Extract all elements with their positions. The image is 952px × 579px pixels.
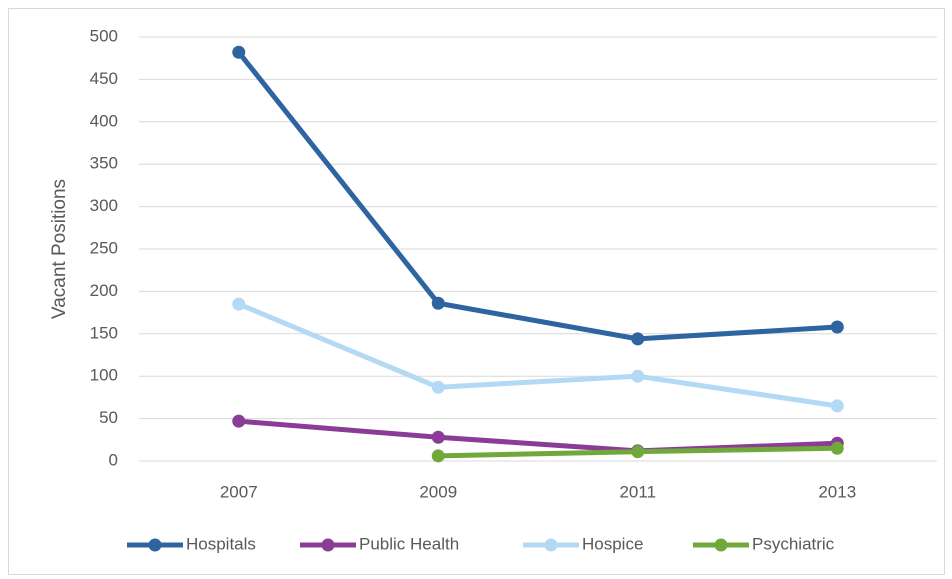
- y-tick-label: 50: [99, 408, 118, 427]
- data-point: [232, 414, 246, 428]
- legend-label: Public Health: [359, 534, 459, 553]
- x-tick-label: 2013: [818, 482, 856, 501]
- data-point: [232, 45, 246, 59]
- y-axis-label: Vacant Positions: [49, 179, 70, 319]
- legend-marker: [148, 538, 162, 552]
- legend-label: Hospitals: [186, 534, 256, 553]
- x-tick-label: 2009: [419, 482, 457, 501]
- y-tick-label: 150: [90, 323, 118, 342]
- data-point: [232, 297, 246, 311]
- data-point: [431, 296, 445, 310]
- data-point: [431, 430, 445, 444]
- data-point: [830, 399, 844, 413]
- x-tick-label: 2007: [220, 482, 258, 501]
- series-line: [236, 50, 838, 342]
- y-tick-label: 200: [90, 281, 118, 300]
- legend-label: Hospice: [582, 534, 643, 553]
- series-line: [237, 301, 838, 409]
- data-point: [631, 369, 645, 383]
- y-tick-label: 300: [90, 196, 118, 215]
- legend-marker: [321, 538, 335, 552]
- y-tick-label: 350: [90, 154, 118, 173]
- x-tick-label: 2011: [619, 482, 656, 501]
- data-point: [431, 449, 445, 463]
- legend-label: Psychiatric: [752, 534, 835, 553]
- legend-marker: [714, 538, 728, 552]
- data-point: [631, 332, 645, 346]
- data-point: [431, 380, 445, 394]
- legend-marker: [544, 538, 558, 552]
- data-point: [830, 441, 844, 455]
- data-point: [830, 320, 844, 334]
- y-tick-label: 450: [90, 69, 118, 88]
- y-tick-label: 0: [109, 450, 118, 469]
- y-tick-label: 500: [90, 26, 118, 45]
- y-tick-label: 400: [90, 111, 118, 130]
- data-point: [631, 445, 645, 459]
- y-tick-label: 100: [90, 366, 118, 385]
- y-tick-label: 250: [90, 238, 118, 257]
- series-line: [238, 418, 838, 454]
